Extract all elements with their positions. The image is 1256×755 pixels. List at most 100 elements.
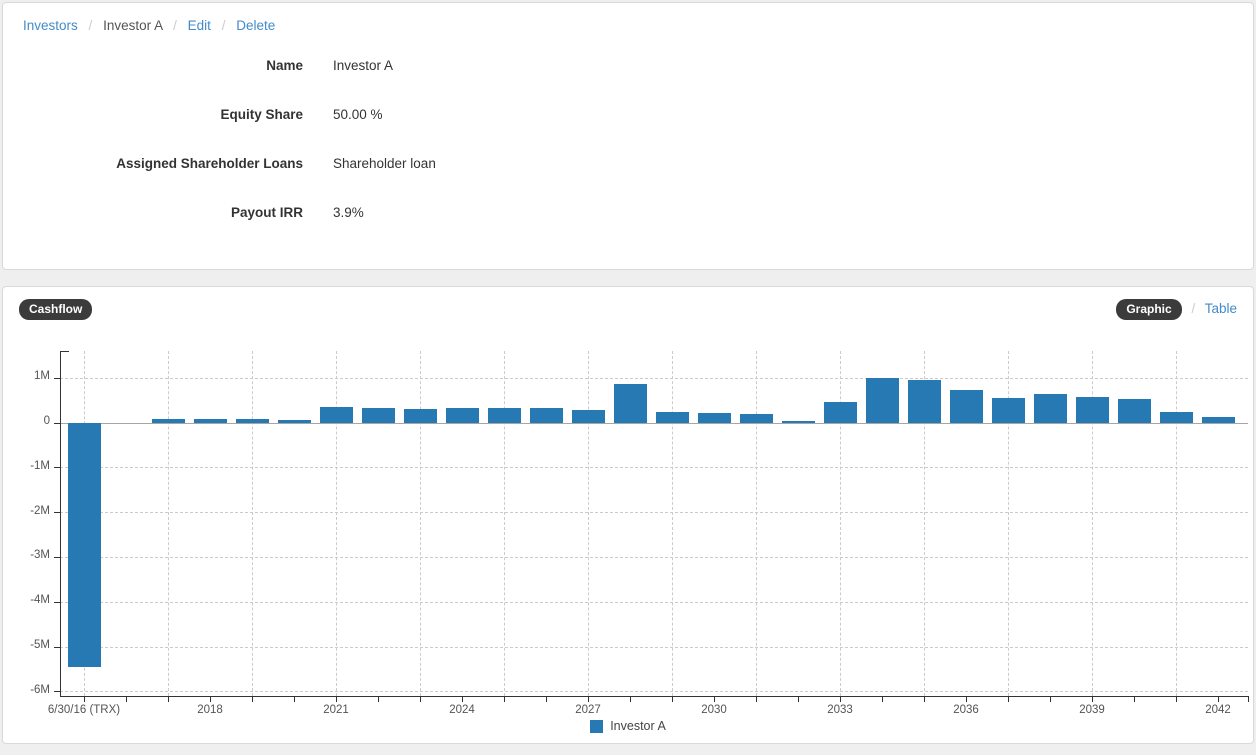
table-view-link[interactable]: Table xyxy=(1204,301,1237,316)
chart-vgridline xyxy=(335,351,337,696)
x-axis-tick xyxy=(629,696,631,702)
form-row-equity-share: Equity Share 50.00 % xyxy=(3,106,1253,125)
y-axis-label: 1M xyxy=(34,370,50,383)
x-axis-tick xyxy=(1217,696,1219,702)
payout-irr-label: Payout IRR xyxy=(230,204,303,220)
chart-bar xyxy=(991,398,1025,423)
chart-bar xyxy=(361,407,395,423)
x-axis-tick xyxy=(419,696,421,702)
graphic-view-badge[interactable]: Graphic xyxy=(1116,299,1182,320)
form-row-payout-irr: Payout IRR 3.9% xyxy=(3,204,1253,223)
x-axis-tick xyxy=(797,696,799,702)
chart-hgridline xyxy=(60,377,1248,379)
chart-vgridline xyxy=(419,351,421,696)
x-axis-tick xyxy=(1091,696,1093,702)
x-axis-tick xyxy=(587,696,589,702)
equity-share-value: 50.00 % xyxy=(333,106,383,122)
x-axis-tick xyxy=(1007,696,1009,702)
y-axis-label: -2M xyxy=(30,504,50,517)
x-axis-tick xyxy=(251,696,253,702)
chart-bar xyxy=(1033,394,1067,423)
x-axis-label: 2033 xyxy=(827,704,853,716)
chart-hgridline xyxy=(60,601,1248,603)
chart-hgridline xyxy=(60,467,1248,469)
y-axis-label: -4M xyxy=(30,594,50,607)
x-axis-label: 2030 xyxy=(701,704,727,716)
chart-bar xyxy=(571,409,605,423)
breadcrumb-current-investor: Investor A xyxy=(103,18,163,33)
investor-details-panel: Investors / Investor A / Edit / Delete N… xyxy=(2,2,1254,270)
x-axis-label: 2027 xyxy=(575,704,601,716)
name-value: Investor A xyxy=(333,58,394,73)
form-row-assigned-shareholder-loans: Assigned Shareholder Loans Shareholder l… xyxy=(3,155,1253,174)
x-axis-tick xyxy=(1247,696,1249,702)
breadcrumb-edit-link[interactable]: Edit xyxy=(187,18,211,33)
x-axis-tick xyxy=(1175,696,1177,702)
x-axis-tick xyxy=(713,696,715,702)
breadcrumb: Investors / Investor A / Edit / Delete xyxy=(3,3,1253,33)
chart-view-toggle: Graphic / Table xyxy=(1116,299,1237,320)
y-axis-label: -1M xyxy=(30,459,50,472)
chart-hgridline xyxy=(60,512,1248,514)
y-axis-tick xyxy=(54,556,60,558)
chart-bar xyxy=(277,419,311,423)
x-axis-tick xyxy=(377,696,379,702)
chart-vgridline xyxy=(503,351,505,696)
chart-bar xyxy=(865,378,899,423)
chart-vgridline xyxy=(251,351,253,696)
cashflow-badge: Cashflow xyxy=(19,299,93,320)
breadcrumb-delete-link[interactable]: Delete xyxy=(236,18,276,33)
chart-bar xyxy=(235,419,269,423)
chart-bar xyxy=(445,408,479,423)
breadcrumb-investors-link[interactable]: Investors xyxy=(23,18,78,33)
chart-bar xyxy=(1075,396,1109,423)
x-axis-tick xyxy=(545,696,547,702)
x-axis-tick xyxy=(503,696,505,702)
equity-share-label: Equity Share xyxy=(220,106,303,122)
x-axis-tick xyxy=(1133,696,1135,702)
chart-bar xyxy=(655,411,689,423)
x-axis-tick xyxy=(671,696,673,702)
chart-vgridline xyxy=(1175,351,1177,696)
chart-vgridline xyxy=(671,351,673,696)
x-axis-tick xyxy=(881,696,883,702)
x-axis-label: 2036 xyxy=(953,704,979,716)
x-axis-label: 2021 xyxy=(323,704,349,716)
chart-hgridline xyxy=(60,691,1248,693)
chart-bar xyxy=(319,407,353,423)
chart-hgridline xyxy=(60,556,1248,558)
y-axis-label: -3M xyxy=(30,549,50,562)
legend-label: Investor A xyxy=(610,719,666,733)
x-axis-tick xyxy=(335,696,337,702)
chart-vgridline xyxy=(1007,351,1009,696)
y-axis-tick xyxy=(54,691,60,693)
chart-bar xyxy=(823,401,857,423)
investor-details-form: Name Investor A Equity Share 50.00 % Ass… xyxy=(3,57,1253,223)
cashflow-bar-chart: 1M 0 -1M -2M -3M -4M -5M -6M 6/30/16 (TRX) 2018 20… xyxy=(3,287,1253,743)
legend-color-swatch xyxy=(590,719,604,733)
view-toggle-separator: / xyxy=(1191,301,1196,316)
x-axis-tick xyxy=(755,696,757,702)
y-axis-tick xyxy=(54,512,60,514)
chart-bar xyxy=(67,423,101,668)
y-axis-cap xyxy=(60,350,69,352)
y-axis-label: -6M xyxy=(30,683,50,696)
chart-bar xyxy=(151,418,185,423)
chart-vgridline xyxy=(1091,351,1093,696)
chart-hgridline xyxy=(60,646,1248,648)
chart-vgridline xyxy=(923,351,925,696)
chart-vgridline xyxy=(587,351,589,696)
x-axis-tick xyxy=(125,696,127,702)
chart-bar xyxy=(949,389,983,423)
y-axis-tick xyxy=(54,601,60,603)
chart-bar xyxy=(697,413,731,423)
breadcrumb-separator: / xyxy=(88,18,93,33)
chart-vgridline xyxy=(755,351,757,696)
x-axis-line xyxy=(60,695,1248,697)
chart-bar xyxy=(1117,399,1151,423)
y-axis-label: -5M xyxy=(30,639,50,651)
y-axis-line xyxy=(59,351,61,696)
x-axis-label: 2039 xyxy=(1079,704,1105,716)
breadcrumb-separator: / xyxy=(221,18,226,33)
cashflow-panel-header: Cashflow Graphic / Table xyxy=(3,287,1253,320)
